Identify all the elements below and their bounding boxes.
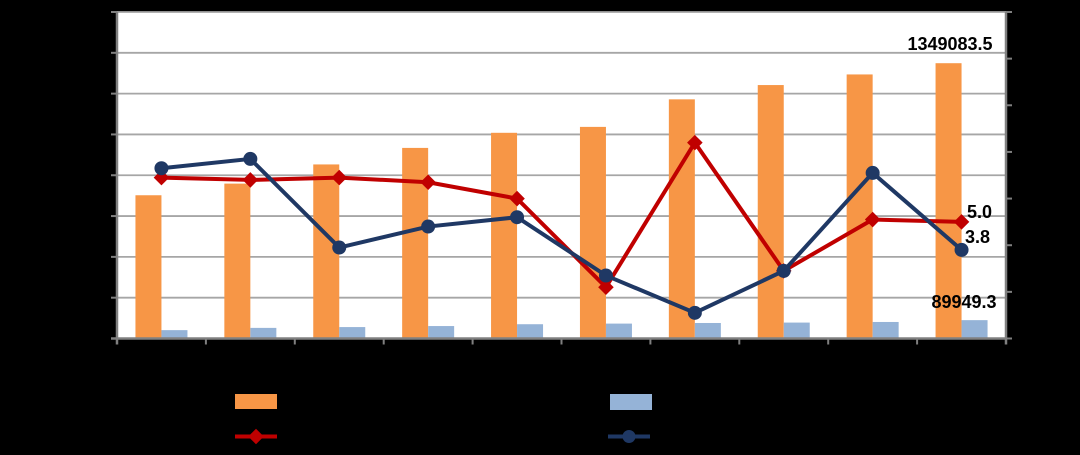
bar-series-bar-primary	[135, 63, 962, 339]
bar-bar-secondary	[250, 327, 277, 339]
bar-bar-secondary	[428, 326, 455, 339]
data-label-bar-primary-last: 1349083.5	[907, 34, 992, 54]
circle-marker	[510, 210, 525, 225]
bar-bar-primary	[579, 126, 606, 339]
series-line-line-navy	[161, 156, 963, 316]
bar-bar-primary	[402, 147, 429, 339]
bar-bar-primary	[846, 74, 873, 339]
bar-bar-secondary	[783, 322, 810, 339]
circle-marker	[954, 242, 969, 257]
lines-layer	[153, 134, 970, 320]
bar-bar-primary	[491, 132, 518, 339]
circle-marker	[243, 151, 258, 166]
diamond-marker	[420, 174, 436, 191]
circle-marker	[421, 219, 436, 234]
bar-series-bar-secondary	[161, 320, 988, 339]
data-label-line-navy-last: 3.8	[965, 227, 990, 247]
series-line-line-red	[161, 138, 962, 291]
diamond-marker	[331, 169, 348, 186]
circle-marker	[776, 263, 791, 278]
data-labels-layer: 1349083.5 5.0 3.8 89949.3	[907, 34, 996, 312]
bar-bar-primary	[135, 195, 162, 339]
bar-bar-secondary	[694, 322, 721, 339]
circle-marker	[598, 268, 613, 283]
bar-bar-primary	[224, 183, 251, 339]
legend-swatch-bar-secondary	[610, 394, 652, 410]
legend-diamond-marker	[248, 428, 264, 445]
data-label-bar-secondary-last: 89949.3	[931, 292, 996, 312]
bar-bar-secondary	[517, 324, 544, 339]
diamond-marker	[687, 134, 703, 151]
bar-bar-secondary	[961, 320, 988, 339]
line-series-line-navy	[154, 151, 969, 320]
legend	[235, 394, 652, 445]
data-label-line-red-last: 5.0	[967, 202, 992, 222]
bar-bar-primary	[757, 85, 784, 339]
circle-marker	[865, 165, 880, 180]
bar-bar-secondary	[605, 323, 632, 339]
bar-bar-primary	[935, 63, 962, 339]
circle-marker	[154, 161, 169, 176]
diamond-marker	[509, 190, 525, 207]
axes-layer	[111, 11, 1012, 345]
bars-layer	[135, 63, 988, 339]
bar-bar-secondary	[161, 330, 188, 339]
legend-swatch-bar-primary	[235, 394, 277, 409]
diamond-marker	[864, 211, 881, 228]
circle-marker	[332, 240, 347, 255]
bar-bar-secondary	[339, 327, 366, 339]
diamond-marker	[242, 172, 259, 188]
legend-circle-marker	[622, 430, 636, 443]
circle-marker	[687, 305, 702, 320]
bar-bar-secondary	[872, 321, 899, 339]
diamond-marker	[953, 214, 970, 230]
